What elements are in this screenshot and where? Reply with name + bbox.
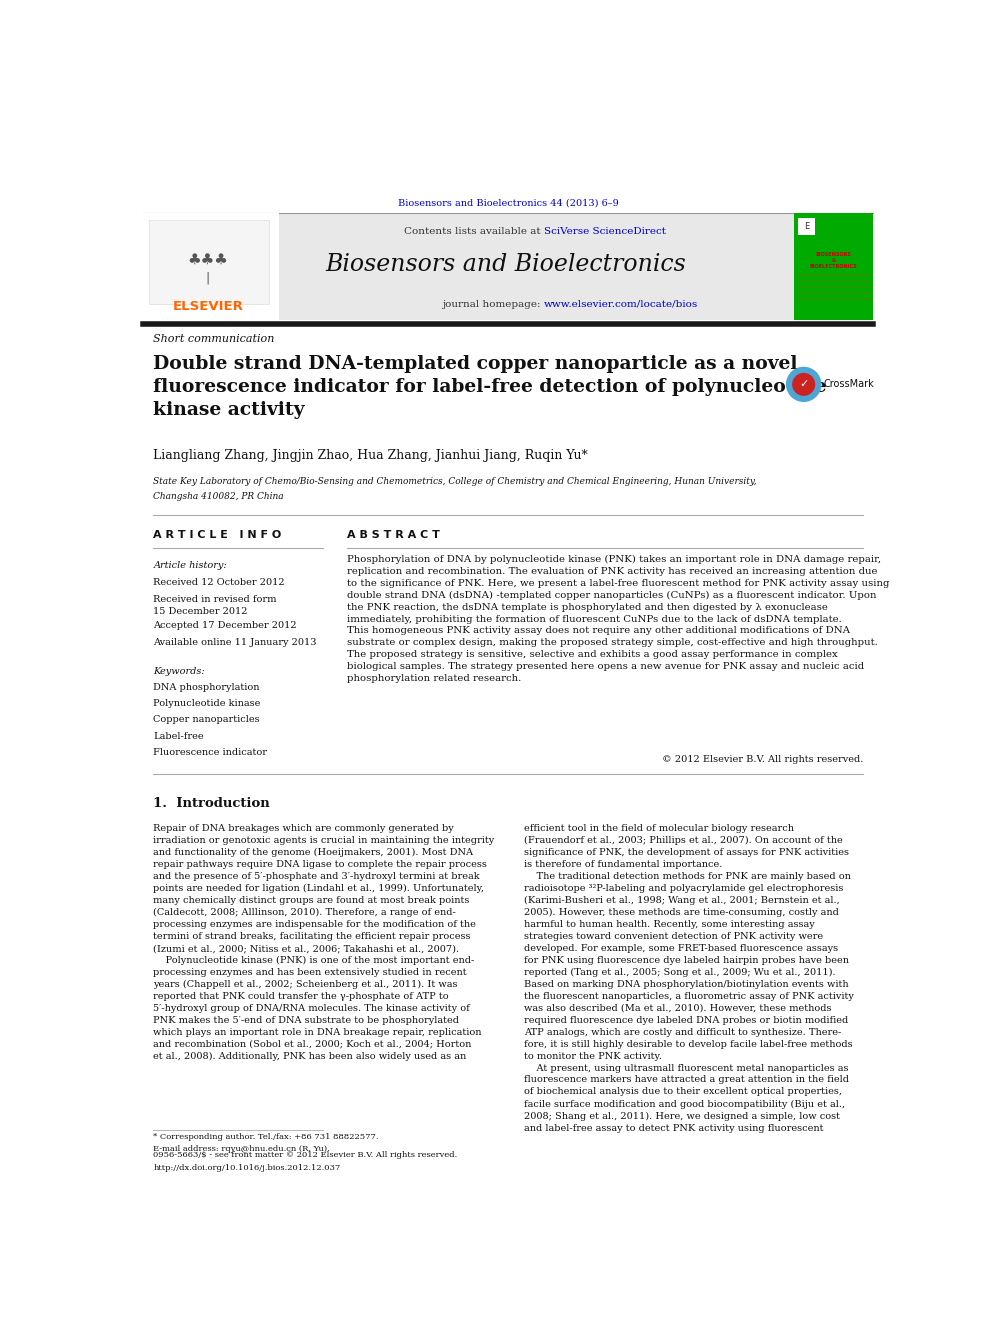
- Text: 0956-5663/$ - see front matter © 2012 Elsevier B.V. All rights reserved.: 0956-5663/$ - see front matter © 2012 El…: [154, 1151, 457, 1159]
- Text: ♣♣♣: ♣♣♣: [187, 253, 228, 267]
- Text: Available online 11 January 2013: Available online 11 January 2013: [154, 638, 317, 647]
- Text: Received 12 October 2012: Received 12 October 2012: [154, 578, 285, 586]
- Bar: [149, 221, 269, 303]
- Text: Polynucleotide kinase: Polynucleotide kinase: [154, 700, 261, 708]
- Text: E-mail address: rqyu@hnu.edu.cn (R. Yu).: E-mail address: rqyu@hnu.edu.cn (R. Yu).: [154, 1146, 330, 1154]
- Text: State Key Laboratory of Chemo/Bio-Sensing and Chemometrics, College of Chemistry: State Key Laboratory of Chemo/Bio-Sensin…: [154, 476, 757, 486]
- Text: Fluorescence indicator: Fluorescence indicator: [154, 747, 268, 757]
- Text: Short communication: Short communication: [154, 335, 275, 344]
- Text: |: |: [205, 271, 210, 284]
- Text: A B S T R A C T: A B S T R A C T: [347, 531, 440, 540]
- Text: Label-free: Label-free: [154, 732, 204, 741]
- Text: ✓: ✓: [799, 380, 808, 389]
- Text: Accepted 17 December 2012: Accepted 17 December 2012: [154, 620, 297, 630]
- Text: Phosphorylation of DNA by polynucleotide kinase (PNK) takes an important role in: Phosphorylation of DNA by polynucleotide…: [347, 554, 890, 683]
- Text: Double strand DNA-templated copper nanoparticle as a novel
fluorescence indicato: Double strand DNA-templated copper nanop…: [154, 355, 827, 419]
- Text: Article history:: Article history:: [154, 561, 227, 570]
- Text: SciVerse ScienceDirect: SciVerse ScienceDirect: [544, 226, 666, 235]
- Text: BIOSENSORS
&
BIOELECTRONICS: BIOSENSORS & BIOELECTRONICS: [809, 251, 857, 269]
- Text: http://dx.doi.org/10.1016/j.bios.2012.12.037: http://dx.doi.org/10.1016/j.bios.2012.12…: [154, 1164, 340, 1172]
- Text: © 2012 Elsevier B.V. All rights reserved.: © 2012 Elsevier B.V. All rights reserved…: [662, 754, 863, 763]
- Bar: [144, 213, 279, 320]
- Text: 15 December 2012: 15 December 2012: [154, 607, 248, 617]
- Bar: [794, 213, 873, 320]
- Text: CrossMark: CrossMark: [823, 380, 875, 389]
- Text: Received in revised form: Received in revised form: [154, 594, 277, 603]
- Text: Changsha 410082, PR China: Changsha 410082, PR China: [154, 492, 284, 501]
- Text: 1.  Introduction: 1. Introduction: [154, 796, 270, 810]
- Text: Contents lists available at: Contents lists available at: [404, 226, 544, 235]
- Text: efficient tool in the field of molecular biology research
(Frauendorf et al., 20: efficient tool in the field of molecular…: [524, 824, 854, 1132]
- Text: ELSEVIER: ELSEVIER: [173, 300, 243, 312]
- Bar: [144, 213, 873, 320]
- Circle shape: [793, 373, 814, 396]
- Text: Keywords:: Keywords:: [154, 667, 205, 676]
- Text: DNA phosphorylation: DNA phosphorylation: [154, 683, 260, 692]
- Text: Repair of DNA breakages which are commonly generated by
irradiation or genotoxic: Repair of DNA breakages which are common…: [154, 824, 495, 1061]
- Text: Biosensors and Bioelectronics 44 (2013) 6–9: Biosensors and Bioelectronics 44 (2013) …: [398, 198, 619, 208]
- Text: A R T I C L E   I N F O: A R T I C L E I N F O: [154, 531, 282, 540]
- Bar: [799, 218, 815, 235]
- Text: Liangliang Zhang, Jingjin Zhao, Hua Zhang, Jianhui Jiang, Ruqin Yu*: Liangliang Zhang, Jingjin Zhao, Hua Zhan…: [154, 448, 588, 462]
- Text: * Corresponding author. Tel./fax: +86 731 88822577.: * Corresponding author. Tel./fax: +86 73…: [154, 1132, 379, 1140]
- Circle shape: [787, 368, 820, 401]
- Text: journal homepage:: journal homepage:: [442, 300, 544, 308]
- Text: E: E: [805, 222, 809, 232]
- Text: Biosensors and Bioelectronics: Biosensors and Bioelectronics: [325, 254, 685, 277]
- Text: www.elsevier.com/locate/bios: www.elsevier.com/locate/bios: [544, 300, 698, 308]
- Text: Copper nanoparticles: Copper nanoparticles: [154, 716, 260, 725]
